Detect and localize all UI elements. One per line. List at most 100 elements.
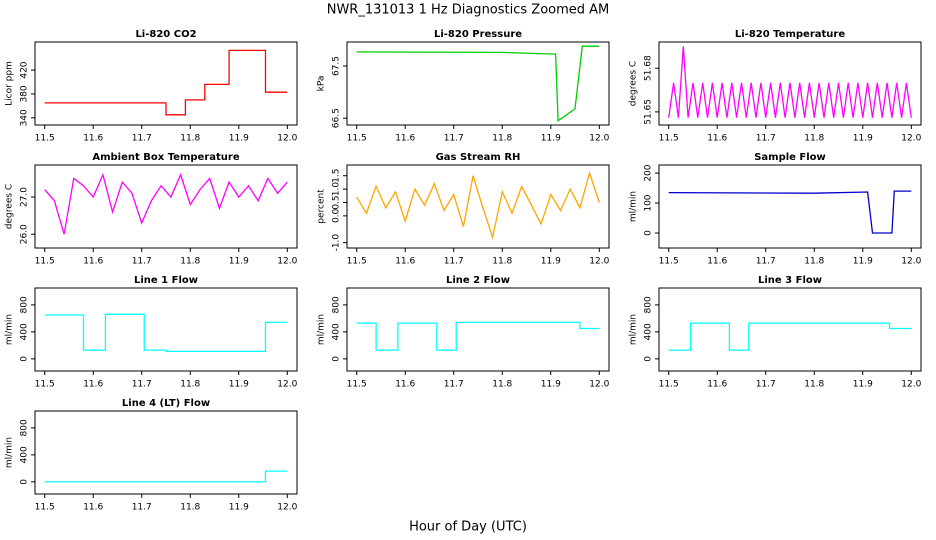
x-tick-label: 11.9 xyxy=(541,257,561,267)
x-tick-label: 11.5 xyxy=(347,380,367,390)
x-tick-label: 11.5 xyxy=(347,134,367,144)
y-tick-label: 380 xyxy=(20,85,30,102)
x-tick-label: 11.7 xyxy=(756,380,776,390)
x-tick-label: 11.7 xyxy=(444,134,464,144)
x-tick-label: 11.5 xyxy=(35,134,55,144)
y-tick-label: 51.68 xyxy=(644,55,654,81)
x-tick-label: 12.0 xyxy=(901,257,921,267)
data-line xyxy=(668,46,912,118)
x-tick-label: 11.6 xyxy=(395,380,415,390)
plot-frame xyxy=(34,41,298,126)
y-tick-label: 0 xyxy=(332,356,342,362)
panel-title: Line 1 Flow xyxy=(134,275,198,286)
x-tick-label: 11.9 xyxy=(541,134,561,144)
x-tick-label: 11.8 xyxy=(492,134,512,144)
y-tick-label: 800 xyxy=(332,296,342,313)
x-tick-label: 11.5 xyxy=(347,257,367,267)
figure-title: NWR_131013 1 Hz Diagnostics Zoomed AM xyxy=(327,3,610,18)
data-line xyxy=(356,45,600,123)
y-tick-label: 26.0 xyxy=(20,224,30,244)
x-tick-label: 11.5 xyxy=(659,134,679,144)
y-tick-label: 0.5 xyxy=(332,195,342,209)
y-tick-label: 67.5 xyxy=(332,56,342,76)
x-tick-label: 11.6 xyxy=(707,134,727,144)
y-tick-label: 400 xyxy=(20,446,30,463)
x-tick-label: 11.7 xyxy=(756,257,776,267)
x-tick-label: 11.9 xyxy=(853,257,873,267)
plot-frame xyxy=(658,287,922,372)
x-tick-label: 11.8 xyxy=(180,380,200,390)
panel-title: Gas Stream RH xyxy=(436,152,521,163)
y-tick-label: 51.65 xyxy=(644,99,654,125)
x-tick-label: 11.9 xyxy=(229,134,249,144)
x-tick-label: 11.8 xyxy=(492,380,512,390)
y-tick-label: 0 xyxy=(20,356,30,362)
data-line xyxy=(44,313,288,353)
x-tick-label: 11.6 xyxy=(395,257,415,267)
x-tick-label: 12.0 xyxy=(901,134,921,144)
data-line xyxy=(668,322,912,351)
x-tick-label: 11.5 xyxy=(659,380,679,390)
x-tick-label: 12.0 xyxy=(277,380,297,390)
panel-title: Line 2 Flow xyxy=(446,275,510,286)
x-axis-label: Hour of Day (UTC) xyxy=(409,520,527,535)
y-tick-label: 420 xyxy=(20,61,30,78)
y-tick-label: 0 xyxy=(644,230,654,236)
y-axis-label: ml/min xyxy=(629,314,639,345)
data-line xyxy=(668,190,912,234)
plot-frame xyxy=(658,41,922,126)
y-tick-label: 1.5 xyxy=(332,169,342,183)
y-axis-label: ml/min xyxy=(629,191,639,222)
y-axis-label: ml/min xyxy=(5,314,15,345)
plot-frame xyxy=(346,164,610,249)
x-tick-label: 11.9 xyxy=(229,380,249,390)
data-line xyxy=(44,470,288,483)
x-tick-label: 11.8 xyxy=(804,257,824,267)
x-tick-label: 11.8 xyxy=(180,134,200,144)
x-tick-label: 11.7 xyxy=(132,380,152,390)
y-axis-label: degrees C xyxy=(629,61,639,106)
x-tick-label: 11.7 xyxy=(444,380,464,390)
x-tick-label: 11.8 xyxy=(804,134,824,144)
x-tick-label: 11.6 xyxy=(83,134,103,144)
x-tick-label: 11.9 xyxy=(853,134,873,144)
plot-frame xyxy=(34,164,298,249)
plot-frame xyxy=(34,287,298,372)
x-tick-label: 11.5 xyxy=(35,257,55,267)
x-tick-label: 11.8 xyxy=(804,380,824,390)
x-tick-label: 11.5 xyxy=(35,380,55,390)
data-line xyxy=(44,49,288,116)
x-tick-label: 11.5 xyxy=(35,503,55,513)
panel-title: Line 4 (LT) Flow xyxy=(122,398,210,409)
x-tick-label: 12.0 xyxy=(589,380,609,390)
data-line xyxy=(356,321,600,351)
panel-title: Line 3 Flow xyxy=(758,275,822,286)
x-tick-label: 12.0 xyxy=(589,257,609,267)
y-tick-label: 340 xyxy=(20,109,30,126)
y-tick-label: 200 xyxy=(644,164,654,181)
x-tick-label: 11.8 xyxy=(492,257,512,267)
x-tick-label: 12.0 xyxy=(277,257,297,267)
x-tick-label: 11.9 xyxy=(541,380,561,390)
y-tick-label: 800 xyxy=(20,296,30,313)
y-tick-label: 100 xyxy=(644,194,654,211)
x-tick-label: 11.7 xyxy=(132,503,152,513)
panel-title: Sample Flow xyxy=(754,152,826,163)
x-tick-label: 11.7 xyxy=(132,134,152,144)
x-tick-label: 11.9 xyxy=(229,257,249,267)
x-tick-label: 11.6 xyxy=(707,257,727,267)
y-axis-label: degrees C xyxy=(5,184,15,229)
y-axis-label: kPa xyxy=(317,76,327,92)
y-tick-label: -1.0 xyxy=(332,234,342,252)
y-tick-label: 800 xyxy=(644,296,654,313)
panel-title: Li-820 Temperature xyxy=(735,29,845,40)
data-line xyxy=(44,172,288,235)
x-tick-label: 11.9 xyxy=(229,503,249,513)
y-tick-label: 0 xyxy=(20,479,30,485)
panel-title: Ambient Box Temperature xyxy=(92,152,239,163)
panel-title: Li-820 CO2 xyxy=(135,29,196,40)
y-tick-label: 400 xyxy=(644,323,654,340)
x-tick-label: 11.6 xyxy=(83,257,103,267)
plot-frame xyxy=(346,287,610,372)
